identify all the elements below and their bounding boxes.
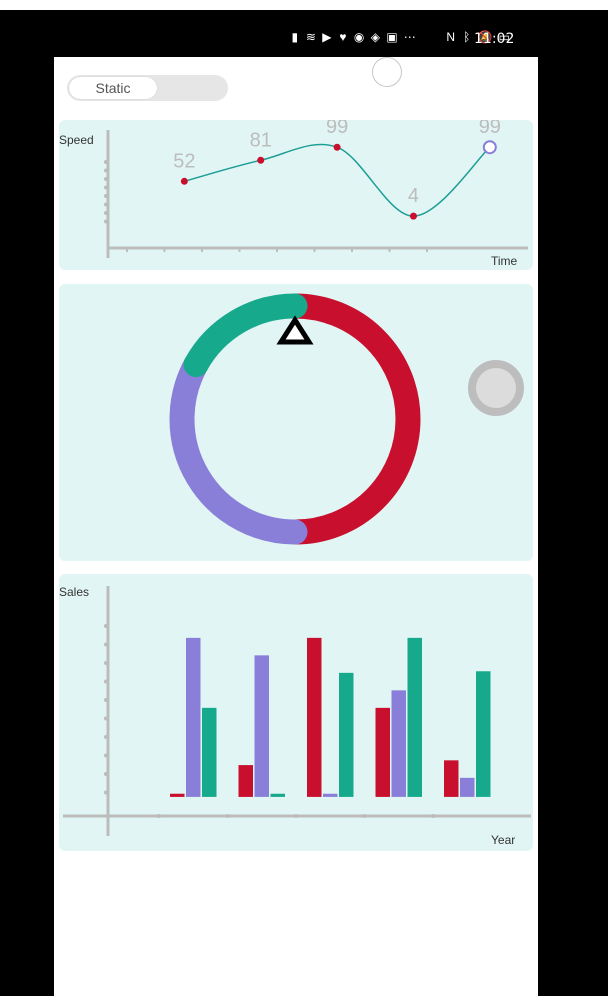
y-tick	[104, 642, 108, 647]
y-axis-label: Sales	[59, 585, 89, 599]
bar	[307, 637, 322, 797]
y-tick	[104, 772, 108, 776]
bar	[460, 777, 475, 797]
bar-chart-panel: Sales Year	[59, 574, 533, 851]
y-tick	[104, 177, 108, 181]
toggle-label: Static	[69, 77, 157, 99]
bar	[407, 637, 422, 797]
bar-chart: Sales Year	[59, 585, 531, 847]
selected-data-point	[482, 140, 497, 155]
bar	[323, 793, 338, 797]
x-tick	[431, 814, 435, 818]
nfc-icon: N	[446, 30, 456, 44]
y-tick	[104, 716, 108, 721]
y-tick	[104, 168, 108, 173]
bar	[254, 655, 269, 797]
app-icon: ◈	[370, 30, 380, 44]
video-icon: ▶	[322, 30, 332, 44]
ring-slice-red	[282, 293, 421, 545]
bar	[391, 690, 406, 797]
ring-chart-panel	[59, 284, 533, 561]
sim-icon: ▮	[291, 30, 299, 44]
app-screen: Static Speed Time 52 81 99 4 99 Sales Year	[54, 57, 538, 996]
status-bar: ▮ ≋ ▶ ♥ ◉ ◈ ▣ ⋯ N ᛒ 🔕 ▭ 11:02	[0, 10, 608, 56]
bar	[238, 765, 253, 797]
x-axis-label: Year	[491, 833, 515, 847]
battery-icon: ▭	[498, 30, 510, 44]
y-tick	[104, 185, 108, 190]
x-tick	[157, 814, 161, 818]
x-tick	[225, 814, 230, 818]
bar	[476, 671, 491, 797]
bar	[270, 793, 285, 797]
line-chart: Speed Time 52 81 99 4 99	[59, 120, 528, 268]
x-tick	[362, 814, 367, 818]
data-label: 81	[250, 129, 272, 151]
floating-action-button	[468, 360, 524, 416]
app-icon: ▣	[386, 30, 398, 44]
bar	[186, 637, 201, 797]
y-tick	[104, 219, 108, 224]
y-tick	[104, 160, 108, 164]
status-icons: ▮ ≋ ▶ ♥ ◉ ◈ ▣ ⋯ N ᛒ 🔕 ▭	[290, 30, 511, 44]
y-tick	[104, 211, 108, 215]
static-toggle[interactable]: Static	[67, 75, 228, 101]
ring-chart	[169, 293, 524, 545]
data-point	[333, 143, 341, 151]
y-tick	[104, 735, 108, 739]
ring-slice-purple	[169, 352, 308, 545]
data-label: 99	[479, 120, 501, 138]
speed-series-line	[184, 143, 491, 217]
bar	[202, 707, 217, 797]
y-tick	[104, 698, 108, 702]
line-chart-panel: Speed Time 52 81 99 4 99	[59, 120, 533, 270]
pointer-cursor-icon	[276, 315, 314, 345]
window-top-strip	[0, 0, 608, 10]
data-point	[409, 212, 417, 220]
y-axis-label: Speed	[59, 133, 94, 147]
y-tick	[104, 790, 108, 795]
app-icon: ◉	[353, 30, 365, 44]
y-tick	[104, 679, 108, 684]
bar	[444, 760, 459, 797]
bar	[339, 672, 354, 797]
floating-circle-button[interactable]	[372, 57, 402, 87]
x-tick	[294, 814, 298, 818]
ring-slice-teal	[183, 293, 308, 378]
y-tick	[104, 194, 108, 198]
data-label: 4	[408, 185, 419, 207]
data-point	[257, 156, 265, 164]
x-axis-label: Time	[491, 254, 518, 268]
bluetooth-icon: ᛒ	[463, 30, 471, 44]
heart-icon: ♥	[339, 30, 347, 44]
wifi-icon: ≋	[305, 30, 316, 44]
y-tick	[104, 202, 108, 207]
data-label: 99	[326, 120, 348, 138]
y-tick	[104, 753, 108, 758]
y-tick	[104, 661, 108, 665]
mute-icon: 🔕	[477, 30, 493, 44]
data-point	[180, 177, 188, 185]
more-icon: ⋯	[403, 30, 416, 44]
y-tick	[104, 624, 108, 628]
bar	[375, 707, 390, 797]
status-time: 11:02	[474, 31, 515, 47]
data-label: 52	[173, 150, 195, 172]
bar	[170, 793, 185, 797]
